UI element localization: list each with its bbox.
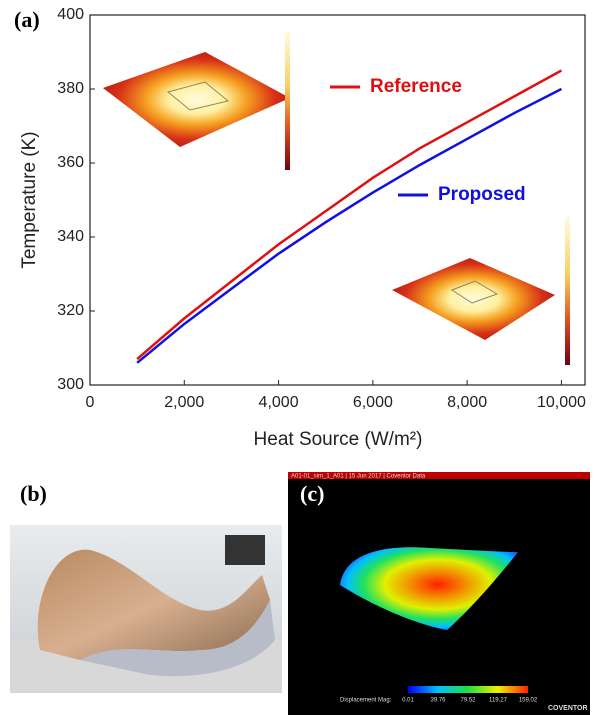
panel-label: (b) xyxy=(20,481,47,506)
y-tick-label: 300 xyxy=(57,376,84,393)
colorbar-tick: 119.27 xyxy=(489,698,508,704)
panel-label: (c) xyxy=(300,481,324,506)
colorbar-tick: 0.01 xyxy=(402,698,414,704)
x-tick-label: 2,000 xyxy=(164,394,204,411)
inset-bottom xyxy=(392,215,570,365)
x-tick-label: 8,000 xyxy=(447,394,487,411)
x-tick-label: 6,000 xyxy=(353,394,393,411)
simulation-panel: A01-01_sim_1_A01 | 15 Jun 2017 | Covento… xyxy=(288,472,590,715)
y-tick-label: 400 xyxy=(57,6,84,23)
colorbar-tick: 39.76 xyxy=(430,698,446,704)
y-tick-label: 320 xyxy=(57,302,84,319)
x-tick-label: 0 xyxy=(86,394,95,411)
legend-label: Reference xyxy=(370,76,462,97)
colorbar-title: Displacement Mag: xyxy=(340,698,392,704)
panel-label: (a) xyxy=(14,7,40,32)
x-axis-label: Heat Source (W/m²) xyxy=(254,429,423,450)
legend-label: Proposed xyxy=(438,184,526,205)
photo-flexible-film xyxy=(10,525,282,693)
brand: COVENTOR xyxy=(548,705,588,712)
y-tick-label: 340 xyxy=(57,228,84,245)
figure: A01-01_sim_1_A01 | 15 Jun 2017 | Covento… xyxy=(0,0,596,715)
x-tick-label: 4,000 xyxy=(259,394,299,411)
sim-header: A01-01_sim_1_A01 | 15 Jun 2017 | Covento… xyxy=(291,474,426,480)
y-tick-label: 360 xyxy=(57,154,84,171)
colorbar-tick: 159.02 xyxy=(519,698,538,704)
x-tick-label: 10,000 xyxy=(537,394,586,411)
inset-top xyxy=(103,30,290,170)
y-axis-label: Temperature (K) xyxy=(19,131,40,268)
y-tick-label: 380 xyxy=(57,80,84,97)
colorbar-tick: 79.52 xyxy=(460,698,476,704)
